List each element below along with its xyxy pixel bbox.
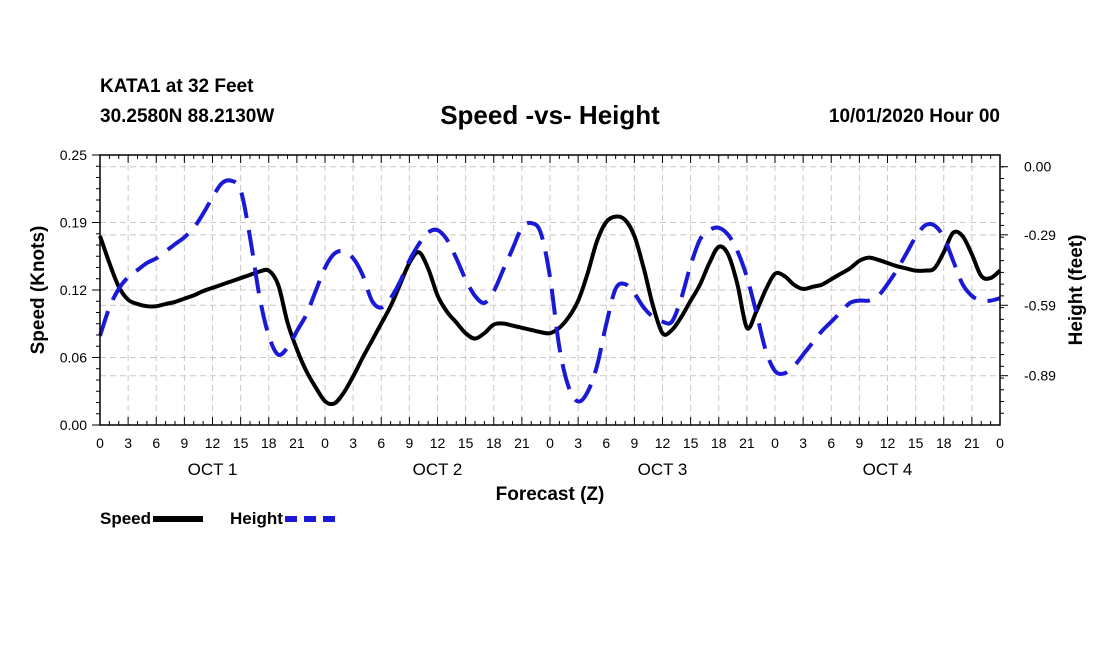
axis-labels: 0 3 6 9 12 15 18 21 0 3 6 9 12 15 18 21 0 3 6 9 12 15 18 21 0 3 6 9… xyxy=(28,147,1087,505)
y-tick-label: 0.19 xyxy=(60,215,87,231)
x-tick-label: 15 xyxy=(683,435,699,451)
x-tick-label: 3 xyxy=(349,435,357,451)
x-tick-label: 15 xyxy=(458,435,474,451)
day-label: OCT 1 xyxy=(188,460,238,479)
x-axis-title: Forecast (Z) xyxy=(496,484,605,505)
x-tick-label: 0 xyxy=(996,435,1004,451)
y2-tick-label: 0.00 xyxy=(1024,159,1051,175)
x-tick-label: 18 xyxy=(486,435,502,451)
y-axis-title: Speed (Knots) xyxy=(28,226,49,355)
x-tick-label: 0 xyxy=(321,435,329,451)
chart-title: Speed -vs- Height xyxy=(440,100,660,130)
x-tick-label: 12 xyxy=(880,435,896,451)
station-label: KATA1 at 32 Feet xyxy=(100,76,254,97)
legend-height-label: Height xyxy=(230,509,283,528)
x-tick-label: 21 xyxy=(514,435,530,451)
y-tick-label: 0.00 xyxy=(60,417,87,433)
day-label: OCT 4 xyxy=(863,460,913,479)
height-series-line xyxy=(98,178,1001,404)
day-label: OCT 3 xyxy=(638,460,688,479)
x-tick-label: 3 xyxy=(574,435,582,451)
axis-ticks xyxy=(92,154,1008,426)
x-tick-label: 6 xyxy=(152,435,160,451)
y-tick-label: 0.25 xyxy=(60,147,87,163)
x-tick-label: 9 xyxy=(855,435,863,451)
x-tick-label: 12 xyxy=(205,435,221,451)
legend-speed-label: Speed xyxy=(100,509,152,528)
legend-speed-swatch xyxy=(153,516,204,522)
x-tick-label: 9 xyxy=(180,435,188,451)
series-lines xyxy=(98,178,1002,407)
x-tick-label: 15 xyxy=(908,435,924,451)
legend-speed: Speed xyxy=(100,509,204,529)
x-tick-label: 6 xyxy=(377,435,385,451)
y2-axis-title: Height (feet) xyxy=(1066,235,1087,346)
x-tick-label: 15 xyxy=(233,435,249,451)
x-tick-label: 21 xyxy=(964,435,980,451)
y-tick-label: 0.12 xyxy=(60,282,87,298)
day-label: OCT 2 xyxy=(413,460,463,479)
x-tick-label: 9 xyxy=(630,435,638,451)
coordinates-label: 30.2580N 88.2130W xyxy=(100,106,275,127)
x-tick-label: 0 xyxy=(546,435,554,451)
speed-series-line xyxy=(98,214,1002,407)
y2-tick-label: -0.59 xyxy=(1024,297,1056,313)
x-tick-label: 3 xyxy=(124,435,132,451)
x-tick-label: 9 xyxy=(405,435,413,451)
legend-height: Height xyxy=(230,509,335,529)
x-tick-label: 3 xyxy=(799,435,807,451)
x-tick-label: 18 xyxy=(711,435,727,451)
x-tick-label: 18 xyxy=(936,435,952,451)
y2-tick-label: -0.89 xyxy=(1024,368,1056,384)
x-tick-label: 0 xyxy=(771,435,779,451)
forecast-date: 10/01/2020 Hour 00 xyxy=(828,106,1000,127)
x-tick-label: 6 xyxy=(827,435,835,451)
x-tick-label: 12 xyxy=(430,435,446,451)
x-tick-label: 6 xyxy=(602,435,610,451)
x-tick-label: 12 xyxy=(655,435,671,451)
x-tick-label: 18 xyxy=(261,435,277,451)
y-tick-label: 0.06 xyxy=(60,350,87,366)
x-tick-label: 0 xyxy=(96,435,104,451)
legend-height-swatch xyxy=(284,516,335,522)
x-tick-label: 21 xyxy=(289,435,305,451)
x-tick-label: 21 xyxy=(739,435,755,451)
y2-tick-label: -0.29 xyxy=(1024,227,1056,243)
